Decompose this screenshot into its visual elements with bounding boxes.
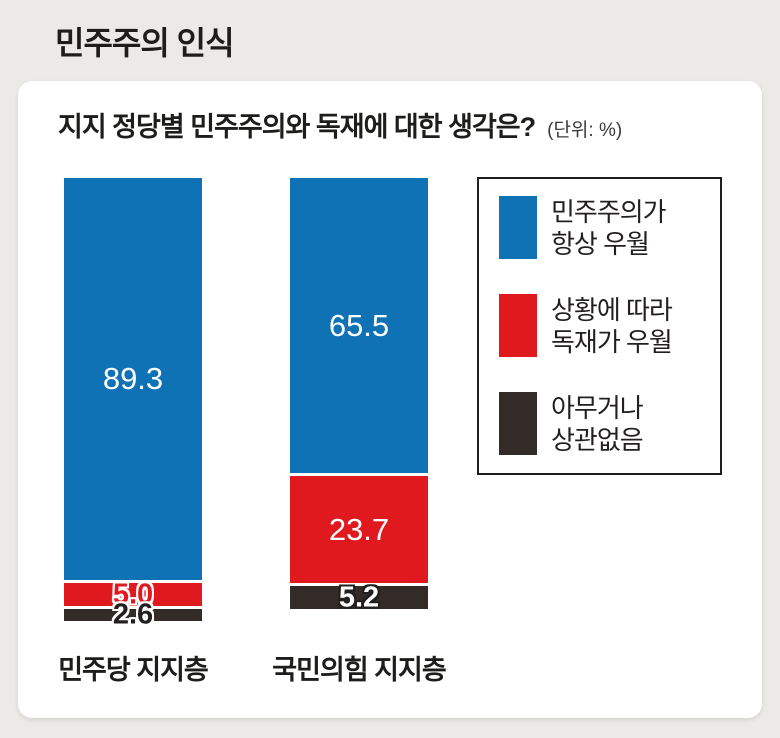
legend-item-doesnt-matter: 아무거나 상관없음 [499,392,720,456]
legend-label-line: 독재가 우월 [551,327,673,357]
legend-label-line: 상관없음 [551,425,644,455]
value-label: 5.0 [112,578,154,610]
bar-democratic-party: 89.3 5.0 2.6 [64,178,202,631]
bar-people-power-party: 65.5 23.7 5.2 [290,178,428,613]
legend-swatch-red [499,294,537,357]
legend-item-dictatorship-sometimes: 상황에 따라 독재가 우월 [499,294,720,358]
unit-label: (단위: %) [547,120,623,141]
x-axis-label-democratic-party: 민주당 지지층 [58,655,209,685]
value-label: 2.6 [112,598,154,631]
chart-card: 지지 정당별 민주주의와 독재에 대한 생각은? (단위: %) 89.3 5.… [18,81,762,718]
value-label: 89.3 [102,361,164,396]
value-label: 65.5 [328,307,390,343]
legend-label-line: 항상 우월 [551,229,650,259]
bar-segment-dictatorship-sometimes: 5.0 [64,578,202,610]
legend-swatch-blue [499,196,537,259]
page-title: 민주주의 인식 [55,25,235,61]
bar-segment-doesnt-matter: 2.6 [64,599,202,631]
bar-segment-doesnt-matter: 5.2 [290,581,428,613]
legend-label-line: 아무거나 [551,393,644,423]
value-label: 23.7 [328,511,390,547]
chart-subtitle: 지지 정당별 민주주의와 독재에 대한 생각은? [58,112,536,142]
x-axis-label-people-power-party: 국민의힘 지지층 [272,655,446,685]
legend-label-line: 상황에 따라 [551,295,673,325]
legend-item-democracy-superior: 민주주의가 항상 우월 [499,196,720,260]
legend: 민주주의가 항상 우월 상황에 따라 독재가 우월 아무거나 상관없음 [477,177,722,475]
legend-label-line: 민주주의가 [551,197,667,227]
stacked-bar-chart: 89.3 5.0 2.6 65.5 23.7 5.2 민주당 지지층 국민의힘 … [18,81,762,718]
bar-segment-democracy-superior: 65.5 [290,178,428,473]
bar-segment-dictatorship-sometimes: 23.7 [290,476,428,583]
bar-segment-democracy-superior: 89.3 [64,178,202,580]
chart-subtitle-row: 지지 정당별 민주주의와 독재에 대한 생각은? (단위: %) [58,105,622,144]
value-label: 5.2 [338,581,380,613]
legend-swatch-black [499,392,537,455]
